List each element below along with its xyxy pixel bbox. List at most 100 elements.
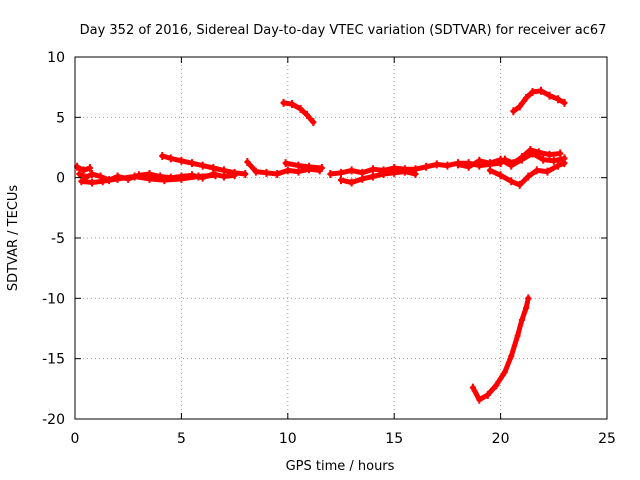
- data-point: [484, 390, 491, 399]
- data-point: [89, 178, 96, 187]
- y-tick-label: -5: [51, 231, 65, 247]
- x-axis-label: GPS time / hours: [286, 459, 395, 474]
- data-point: [538, 86, 545, 95]
- y-tick-label: -20: [42, 412, 65, 428]
- data-point: [348, 178, 355, 187]
- series-track-main-5: [282, 159, 325, 173]
- gridlines: [75, 57, 607, 419]
- data-point: [161, 176, 168, 185]
- data-point: [518, 153, 525, 162]
- data-point: [508, 177, 515, 186]
- series-track-arc-10h: [280, 98, 317, 127]
- y-tick-label: 10: [47, 50, 65, 66]
- x-tick-label: 15: [385, 431, 403, 447]
- data-point: [131, 172, 138, 181]
- data-point: [501, 155, 508, 164]
- data-point: [210, 164, 217, 173]
- series-line: [510, 88, 567, 114]
- data-point: [369, 172, 376, 181]
- data-point: [178, 156, 185, 165]
- data-point: [263, 168, 270, 177]
- data-point: [486, 159, 493, 168]
- data-point: [510, 107, 517, 116]
- x-tick-label: 5: [177, 431, 186, 447]
- data-point: [348, 166, 355, 175]
- data-point: [338, 176, 344, 185]
- data-point: [89, 170, 96, 179]
- series-track-main-3: [74, 162, 93, 175]
- series-track-dip-19h: [469, 294, 532, 404]
- data-point: [525, 172, 532, 181]
- data-point: [455, 160, 462, 169]
- y-tick-label: -10: [42, 291, 65, 307]
- data-point: [338, 168, 344, 177]
- data-point: [159, 151, 166, 160]
- data-point: [310, 118, 317, 127]
- data-point: [303, 110, 310, 119]
- data-point: [282, 159, 289, 168]
- data-point: [178, 174, 185, 183]
- y-tick-label: 0: [56, 171, 65, 187]
- data-point: [297, 104, 304, 113]
- data-point: [327, 170, 334, 179]
- x-tick-label: 25: [598, 431, 616, 447]
- data-point: [557, 149, 564, 158]
- data-point: [99, 177, 106, 186]
- data-point: [391, 168, 398, 177]
- data-point: [508, 352, 515, 361]
- data-point: [535, 148, 542, 157]
- data-point: [412, 170, 419, 179]
- data-point: [212, 171, 219, 180]
- data-point: [76, 170, 83, 179]
- data-point: [550, 156, 557, 165]
- series-track-main-9: [486, 159, 568, 189]
- data-series: [74, 86, 568, 404]
- data-point: [540, 155, 547, 164]
- data-point: [252, 167, 259, 176]
- series-track-arc-21h: [510, 86, 568, 116]
- data-point: [167, 154, 174, 163]
- data-point: [486, 166, 493, 175]
- data-point: [244, 157, 251, 166]
- series-track-main-10: [501, 145, 564, 168]
- data-point: [433, 160, 440, 169]
- data-point: [80, 166, 87, 175]
- data-point: [220, 166, 227, 175]
- data-point: [523, 94, 530, 103]
- data-point: [518, 316, 525, 325]
- data-point: [146, 174, 153, 183]
- series-line: [283, 160, 325, 171]
- y-tick-label: 5: [56, 110, 65, 126]
- data-point: [86, 164, 93, 173]
- data-point: [114, 174, 121, 183]
- x-tick-label: 10: [279, 431, 297, 447]
- data-point: [199, 161, 206, 170]
- data-point: [516, 102, 523, 111]
- data-point: [546, 91, 553, 100]
- series-track-main-7: [338, 167, 419, 187]
- series-line: [470, 295, 531, 403]
- x-tick-label: 20: [492, 431, 510, 447]
- data-point: [546, 150, 553, 159]
- data-point: [369, 165, 376, 174]
- data-point: [497, 171, 504, 180]
- data-point: [401, 167, 408, 176]
- data-point: [525, 294, 532, 303]
- data-point: [529, 87, 536, 96]
- data-point: [231, 168, 238, 177]
- axis-ticks: 0 5 10 15 20 25 10 5 0 -5 -10 -15 -20: [42, 50, 616, 447]
- series-line: [78, 172, 218, 185]
- data-point: [465, 162, 472, 171]
- data-point: [544, 167, 551, 176]
- data-point: [306, 162, 313, 171]
- data-point: [380, 170, 387, 179]
- data-point: [555, 95, 562, 104]
- data-point: [78, 177, 85, 186]
- data-point: [274, 170, 281, 179]
- data-point: [295, 161, 302, 170]
- data-point: [195, 172, 202, 181]
- series-line: [281, 100, 316, 125]
- data-point: [501, 367, 508, 376]
- data-point: [242, 170, 249, 179]
